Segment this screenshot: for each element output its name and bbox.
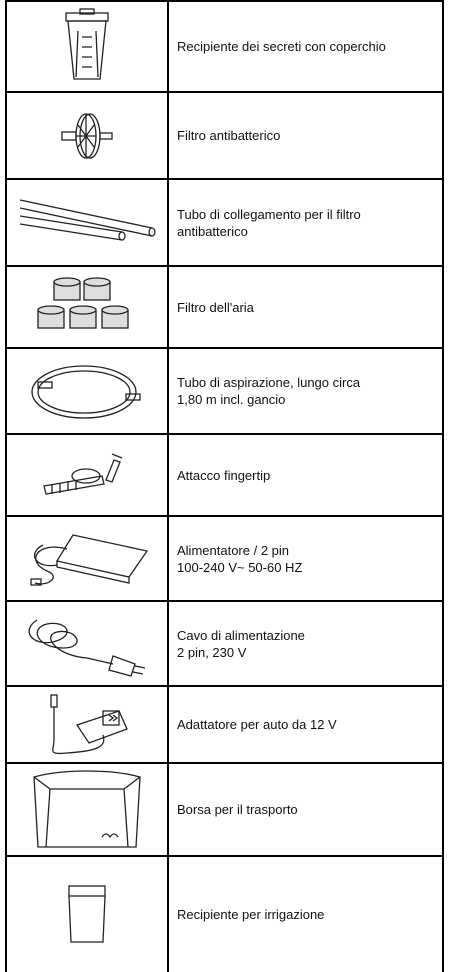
text-line: Filtro antibatterico xyxy=(177,128,281,143)
fingertip-icon xyxy=(43,453,123,495)
icon xyxy=(7,602,169,685)
filter-icon xyxy=(61,112,113,159)
air-filters-icon xyxy=(37,277,129,329)
text-line: Adattatore per auto da 12 V xyxy=(177,717,337,732)
icon xyxy=(7,687,169,762)
tubes-icon xyxy=(19,198,156,241)
row-text: Alimentatore / 2 pin 100-240 V~ 50-60 HZ xyxy=(169,517,442,600)
row-text: Adattatore per auto da 12 V xyxy=(169,687,442,762)
text-line: Alimentatore / 2 pin xyxy=(177,542,290,558)
row: Recipiente per irrigazione xyxy=(7,855,442,972)
icon xyxy=(7,435,169,515)
accessory-table: Recipiente dei secreti con coperchio Fil… xyxy=(5,0,444,972)
row-text: Filtro dell'aria xyxy=(169,267,442,347)
text-line: Cavo di alimentazione xyxy=(177,627,305,643)
row: Tubo di aspirazione, lungo circa 1,80 m i… xyxy=(7,347,442,433)
text-line: antibatterico xyxy=(177,223,248,239)
canister-icon xyxy=(65,7,109,80)
row: Attacco fingertip xyxy=(7,433,442,515)
row: Alimentatore / 2 pin 100-240 V~ 50-60 HZ xyxy=(7,515,442,600)
row-text: Borsa per il trasporto xyxy=(169,764,442,855)
icon xyxy=(7,517,169,600)
text-line: Tubo di aspirazione, lungo circa xyxy=(177,375,361,390)
row: Borsa per il trasporto xyxy=(7,762,442,855)
icon xyxy=(7,180,169,265)
icon xyxy=(7,764,169,855)
irrigation-container-icon xyxy=(68,884,106,943)
row-text: Recipiente per irrigazione xyxy=(169,857,442,972)
row: Cavo di alimentazione 2 pin, 230 V xyxy=(7,600,442,685)
text-line: 2 pin, 230 V xyxy=(177,644,247,660)
text-line: Borsa per il trasporto xyxy=(177,802,298,817)
row-text: Filtro antibatterico xyxy=(169,93,442,178)
text-line: Filtro dell'aria xyxy=(177,299,254,315)
icon xyxy=(7,93,169,178)
text-line: Recipiente per irrigazione xyxy=(177,907,325,922)
text-line: 100-240 V~ 50-60 HZ xyxy=(177,559,303,575)
row-text: Recipiente dei secreti con coperchio xyxy=(169,2,442,91)
row-text: Cavo di alimentazione 2 pin, 230 V xyxy=(169,602,442,685)
bag-icon xyxy=(33,770,141,848)
icon xyxy=(7,349,169,433)
car-adapter-icon xyxy=(50,693,128,754)
text-line: Tubo di collegamento per il filtro xyxy=(177,206,361,222)
icon xyxy=(7,2,169,91)
icon xyxy=(7,857,169,972)
row: Recipiente dei secreti con coperchio xyxy=(7,0,442,91)
row: Filtro dell'aria xyxy=(7,265,442,347)
icon xyxy=(7,267,169,347)
row-text: Attacco fingertip xyxy=(169,435,442,515)
row-text: Tubo di collegamento per il filtro antiba… xyxy=(169,180,442,265)
text-line: Attacco fingertip xyxy=(177,467,271,483)
power-supply-icon xyxy=(30,534,149,586)
text-line: Recipiente dei secreti con coperchio xyxy=(177,39,386,54)
row: Tubo di collegamento per il filtro antiba… xyxy=(7,178,442,265)
row: Adattatore per auto da 12 V xyxy=(7,685,442,762)
text-line: 1,80 m incl. gancio xyxy=(177,392,286,407)
power-cable-icon xyxy=(28,619,146,677)
row-text: Tubo di aspirazione, lungo circa 1,80 m i… xyxy=(169,349,442,433)
suction-tube-icon xyxy=(31,364,141,419)
row: Filtro antibatterico xyxy=(7,91,442,178)
